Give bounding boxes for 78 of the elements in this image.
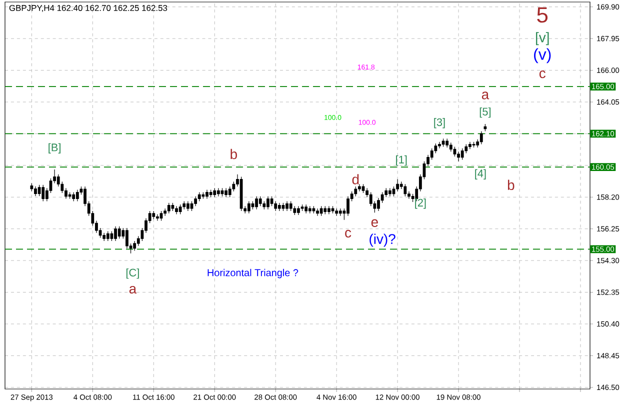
candlestick (216, 188, 220, 197)
candlestick (438, 142, 441, 149)
candlestick (274, 200, 278, 212)
candlestick (404, 184, 407, 197)
candlestick (480, 130, 483, 145)
candlestick (152, 210, 156, 220)
annotation: [2] (415, 198, 426, 209)
annotation: a (129, 286, 137, 294)
candlestick (320, 206, 323, 216)
annotation: (iv)? (370, 234, 396, 247)
candlestick (468, 142, 472, 150)
candlestick (278, 202, 281, 212)
candlestick (328, 206, 330, 214)
candlestick (266, 196, 270, 210)
candlestick (300, 204, 304, 212)
candlestick (171, 202, 174, 212)
candlestick (42, 184, 45, 202)
candlestick (175, 206, 178, 214)
chart-title: GBPJPY,H4 162.40 162.70 162.25 162.53 (9, 4, 168, 12)
annotation: [v] (536, 32, 549, 46)
candlestick (34, 186, 37, 196)
candlestick (167, 202, 170, 214)
candlestick (460, 148, 464, 160)
candlestick (255, 196, 258, 210)
candlestick (308, 206, 312, 214)
candlestick (118, 226, 121, 239)
candlestick (388, 188, 392, 197)
candlestick (289, 200, 292, 212)
candlestick (68, 192, 72, 200)
candlestick (110, 230, 114, 242)
annotation: b (508, 180, 514, 190)
candlestick (156, 214, 159, 222)
candlestick (182, 200, 186, 210)
candlestick (240, 176, 243, 212)
annotation: 5 (537, 7, 548, 23)
annotation: [C] (126, 268, 139, 279)
annotation: [1] (396, 155, 407, 166)
annotation: b (230, 148, 237, 160)
candlestick (297, 206, 300, 216)
candlestick (209, 190, 212, 198)
annotation: a (482, 92, 490, 100)
candlestick (286, 200, 288, 212)
annotation: [4] (475, 169, 486, 180)
candlestick (106, 230, 110, 242)
candlestick (178, 204, 182, 214)
candlestick (304, 204, 308, 214)
annotation: [B] (48, 143, 60, 154)
annotation: (v) (534, 48, 551, 64)
candlestick (258, 196, 262, 206)
candlestick (312, 206, 316, 214)
candlestick (213, 188, 216, 198)
annotation: [3] (434, 118, 445, 128)
candlestick (335, 208, 338, 216)
candlestick (362, 184, 365, 194)
annotation: c (345, 230, 352, 238)
annotation: [5] (480, 107, 491, 118)
candlestick (324, 206, 327, 214)
candlestick (484, 124, 487, 132)
candlestick (442, 138, 445, 148)
candlestick (262, 200, 266, 210)
candlestick (72, 192, 76, 202)
candlestick (30, 183, 34, 192)
candlestick (331, 206, 334, 214)
candlestick (76, 190, 79, 202)
candlestick (206, 190, 208, 200)
candlestick (114, 226, 117, 242)
candlestick (354, 186, 358, 197)
annotation: d (352, 174, 359, 184)
annotation: c (539, 70, 546, 78)
candlestick (338, 208, 342, 216)
candlestick (186, 200, 190, 212)
candlestick (247, 200, 250, 214)
candlestick (202, 192, 205, 200)
candlestick (224, 188, 228, 198)
candlestick (446, 138, 449, 148)
annotation: Horizontal Triangle ? (208, 268, 298, 278)
candlestick (316, 208, 319, 216)
annotation: e (371, 219, 378, 227)
